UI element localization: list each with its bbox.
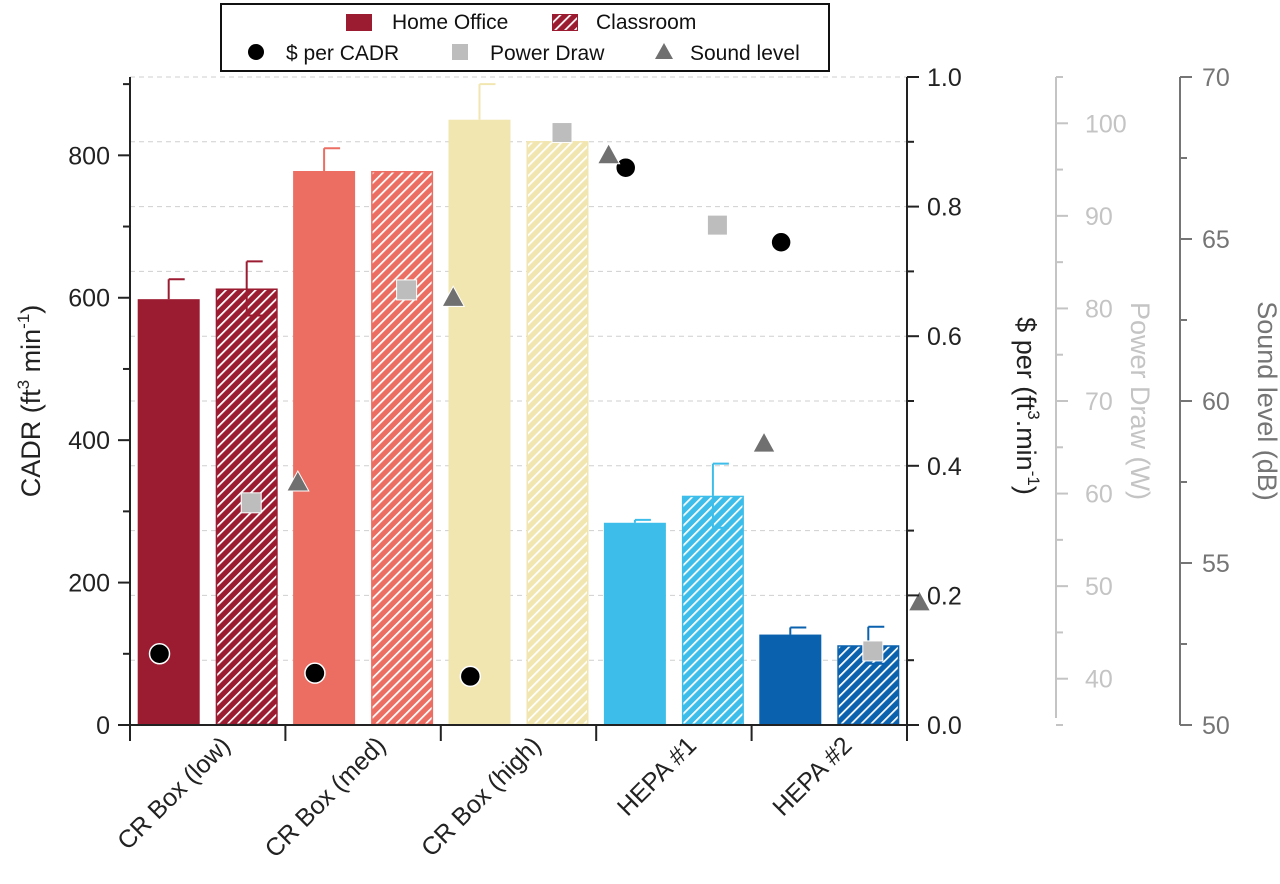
right-axis-power-label: Power Draw (W) <box>1125 302 1155 500</box>
marker-power-draw <box>551 122 573 144</box>
left-axis-label-sup: -1 <box>14 314 33 329</box>
right-axis-power-tick-label: 70 <box>1085 388 1113 416</box>
right-axis-power-tick-label: 50 <box>1085 573 1113 601</box>
legend: Home Office Classroom $ per CADR Power Draw… <box>220 3 830 72</box>
legend-label-sound: Sound level <box>690 42 800 65</box>
marker-sound-level <box>596 142 621 165</box>
x-axis-category-label: CR Box (low) <box>112 731 236 855</box>
right-axis-power-tick-label: 80 <box>1085 295 1113 323</box>
legend-marker-power <box>452 44 468 60</box>
marker-dollar-per-cadr <box>304 662 326 684</box>
x-axis-category-label: CR Box (med) <box>260 731 392 863</box>
markers-layer <box>148 122 932 688</box>
x-axis-category-label: HEPA #1 <box>612 731 702 821</box>
right-axis-power-tick-label: 60 <box>1085 481 1113 509</box>
right-axis-dollar-tick-label: 0.2 <box>927 582 962 610</box>
left-axis-tick-label: 200 <box>68 570 110 598</box>
legend-label-power: Power Draw <box>490 42 605 65</box>
marker-dollar-per-cadr <box>770 231 792 253</box>
bar-home-office <box>759 634 822 725</box>
legend-marker-sound <box>655 43 673 59</box>
bar-classroom-hatch <box>528 142 587 724</box>
legend-marker-dollar <box>248 44 264 60</box>
legend-swatch-home-office <box>346 14 372 31</box>
marker-power-draw <box>862 640 884 662</box>
bar-home-office <box>293 170 356 725</box>
marker-sound-level <box>285 469 310 492</box>
left-axis-label-sup: 3 <box>14 380 33 389</box>
right-axis-dollar-tick-label: 0.6 <box>927 323 962 351</box>
marker-dollar-per-cadr <box>614 156 637 179</box>
right-axis-dollar-tick-label: 0.8 <box>927 194 962 222</box>
bar-home-office <box>448 119 511 725</box>
right-axis-sound-tick-label: 60 <box>1202 388 1230 416</box>
marker-sound-level <box>752 431 776 453</box>
x-axis-category-label: HEPA #2 <box>767 731 857 821</box>
right-axis-power-tick-label: 40 <box>1085 666 1113 694</box>
right-axis-power-tick-label: 100 <box>1085 110 1127 138</box>
marker-dollar-per-cadr <box>148 642 171 665</box>
left-axis-tick-label: 400 <box>68 427 110 455</box>
right-axis-dollar-label-sup: 3 <box>1024 410 1043 419</box>
right-axis-dollar-label: $ per (ft3.min-1) <box>1011 317 1043 495</box>
legend-label-home-office: Home Office <box>392 11 508 34</box>
right-axis-dollar-tick-label: 0.0 <box>927 712 962 740</box>
left-axis-tick-label: 800 <box>68 142 110 170</box>
right-axis-sound-tick-label: 65 <box>1202 226 1230 254</box>
right-axis-dollar-tick-label: 1.0 <box>927 64 962 92</box>
legend-swatch-classroom-hatch <box>553 15 577 30</box>
marker-dollar-per-cadr <box>459 665 482 688</box>
marker-sound-level <box>907 589 932 612</box>
bars-layer <box>137 83 900 726</box>
legend-box <box>220 3 830 72</box>
left-axis-label-part: ) <box>16 305 46 314</box>
legend-label-classroom: Classroom <box>596 11 696 34</box>
right-axis-dollar-label-part: .min <box>1011 420 1041 471</box>
right-axis-sound-tick-label: 70 <box>1202 64 1230 92</box>
marker-power-draw <box>706 214 728 236</box>
legend-label-dollar: $ per CADR <box>286 42 399 65</box>
bar-home-office <box>603 522 666 725</box>
right-axis-dollar-label-part: ) <box>1011 486 1041 495</box>
marker-power-draw <box>396 279 418 301</box>
right-axis-sound-tick-label: 50 <box>1202 712 1230 740</box>
marker-power-draw <box>240 492 262 514</box>
right-axis-dollar-label-sup: -1 <box>1024 471 1043 486</box>
left-axis-tick-label: 0 <box>96 712 110 740</box>
bar-home-office <box>137 299 200 725</box>
bar-classroom-hatch <box>683 497 743 724</box>
left-axis-tick-label: 600 <box>68 285 110 313</box>
bar-classroom-hatch <box>372 172 432 724</box>
right-axis-power-tick-label: 90 <box>1085 203 1113 231</box>
left-axis-label: CADR (ft3 min-1) <box>14 305 46 498</box>
x-axis-category-label: CR Box (high) <box>416 731 547 862</box>
left-axis-label-part: min <box>16 329 46 380</box>
right-axis-sound-tick-label: 55 <box>1202 550 1230 578</box>
right-axis-dollar-label-part: $ per (ft <box>1011 317 1041 411</box>
marker-sound-level <box>441 285 466 307</box>
right-axis-dollar-tick-label: 0.4 <box>927 453 962 481</box>
left-axis-label-part: CADR (ft <box>16 389 46 497</box>
right-axis-sound-label: Sound level (dB) <box>1252 301 1280 501</box>
